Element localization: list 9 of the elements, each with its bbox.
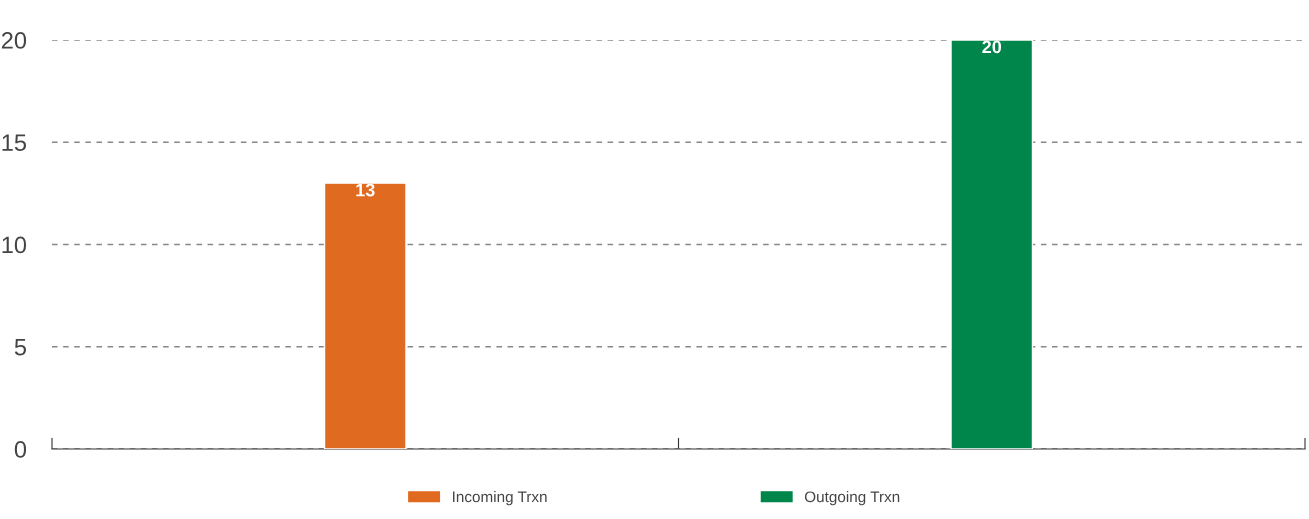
data-label: 13 [356,183,375,197]
y-tick-label: 5 [14,339,27,356]
legend-label: Incoming Trxn [453,491,547,506]
y-tick-label: 20 [1,32,27,49]
y-tick-label: 10 [2,236,27,254]
data-label: 20 [982,40,1002,54]
y-tick-label: 0 [14,441,27,458]
y-tick-label: 15 [2,134,27,152]
legend-label: Outgoing Trxn [804,491,900,506]
